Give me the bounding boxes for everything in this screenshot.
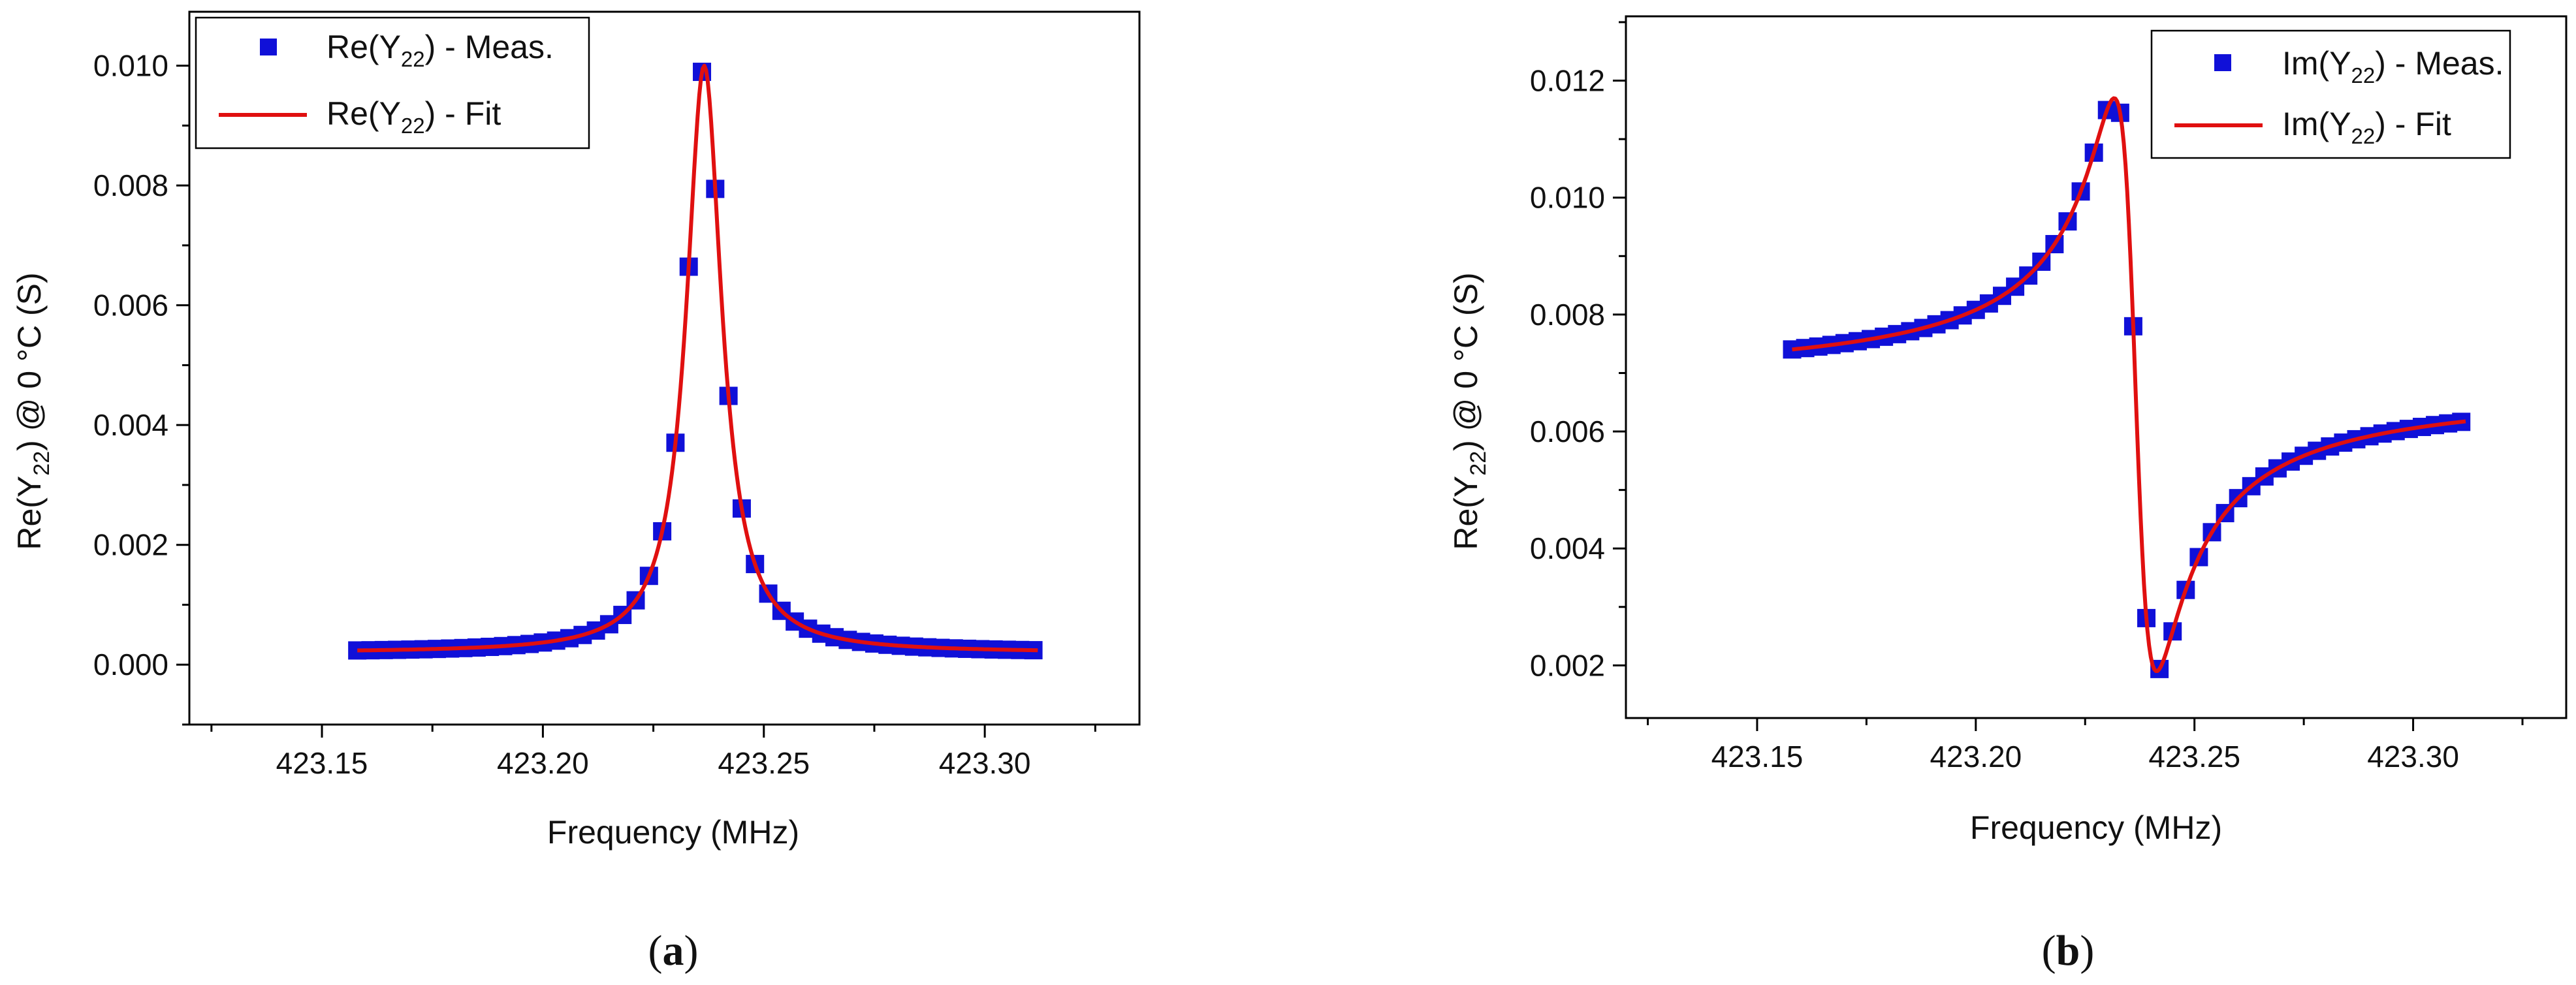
x-tick-label: 423.25 <box>718 746 810 780</box>
y-tick-label: 0.004 <box>93 408 168 442</box>
legend-label-meas-b: Im(Y22) - Meas. <box>2282 45 2504 87</box>
legend-label-fit-b: Im(Y22) - Fit <box>2282 106 2451 148</box>
x-axis-title-a: Frequency (MHz) <box>547 814 799 851</box>
chart-panel-b: 423.15 423.20 423.25 423.30 0.002 0.004 0.006 0… <box>1448 15 2568 975</box>
x-tick-label: 423.30 <box>939 746 1031 780</box>
y-tick-label: 0.008 <box>1530 298 1605 332</box>
y-tick-label: 0.010 <box>93 49 168 83</box>
x-tick-label: 423.15 <box>1711 740 1804 774</box>
legend-a: Re(Y22) - Meas. Re(Y22) - Fit <box>195 16 590 149</box>
caption-a: (a) <box>648 927 699 975</box>
fit-line <box>1792 96 2466 673</box>
plot-frame-b <box>1625 15 2568 719</box>
marks-a <box>348 63 1043 660</box>
legend-box-b <box>2150 29 2511 159</box>
chart-panel-a: 423.15 423.20 423.25 423.30 0.000 0.002 0.004 0… <box>11 10 1141 975</box>
plot-frame-a <box>188 10 1141 726</box>
legend-marker-meas-b <box>2214 54 2231 71</box>
fit-line <box>357 63 1038 653</box>
y-tick-label: 0.012 <box>1530 64 1605 98</box>
y-tick-label: 0.002 <box>1530 648 1605 682</box>
x-tick-label: 423.30 <box>2367 740 2459 774</box>
legend-label-meas-a: Re(Y22) - Meas. <box>326 29 554 71</box>
y-tick-label: 0.010 <box>1530 181 1605 215</box>
y-tick-label: 0.006 <box>93 289 168 322</box>
legend-label-fit-a: Re(Y22) - Fit <box>326 95 501 138</box>
y-axis-title-a: Re(Y22) @ 0 °C (S) <box>11 272 54 550</box>
y-tick-label: 0.002 <box>93 528 168 562</box>
y-tick-label: 0.006 <box>1530 414 1605 448</box>
y-tick-label: 0.008 <box>93 168 168 202</box>
y-axis-title-b: Re(Y22) @ 0 °C (S) <box>1448 272 1491 550</box>
x-axis-title-b: Frequency (MHz) <box>1970 809 2222 846</box>
legend-b: Im(Y22) - Meas. Im(Y22) - Fit <box>2150 29 2511 159</box>
legend-marker-meas-a <box>260 39 277 55</box>
x-tick-label: 423.15 <box>276 746 368 780</box>
marks-b <box>1783 96 2471 678</box>
x-tick-label: 423.25 <box>2148 740 2240 774</box>
y-tick-label: 0.000 <box>93 648 168 681</box>
x-tick-label: 423.20 <box>1930 740 2022 774</box>
x-tick-label: 423.20 <box>497 746 589 780</box>
plot-area-a: 423.15 423.20 423.25 423.30 0.000 0.002 0.004 0… <box>93 10 1141 780</box>
caption-b: (b) <box>2042 927 2095 975</box>
y-tick-label: 0.004 <box>1530 531 1605 565</box>
plot-area-b: 423.15 423.20 423.25 423.30 0.002 0.004 0.006 0… <box>1530 15 2568 774</box>
